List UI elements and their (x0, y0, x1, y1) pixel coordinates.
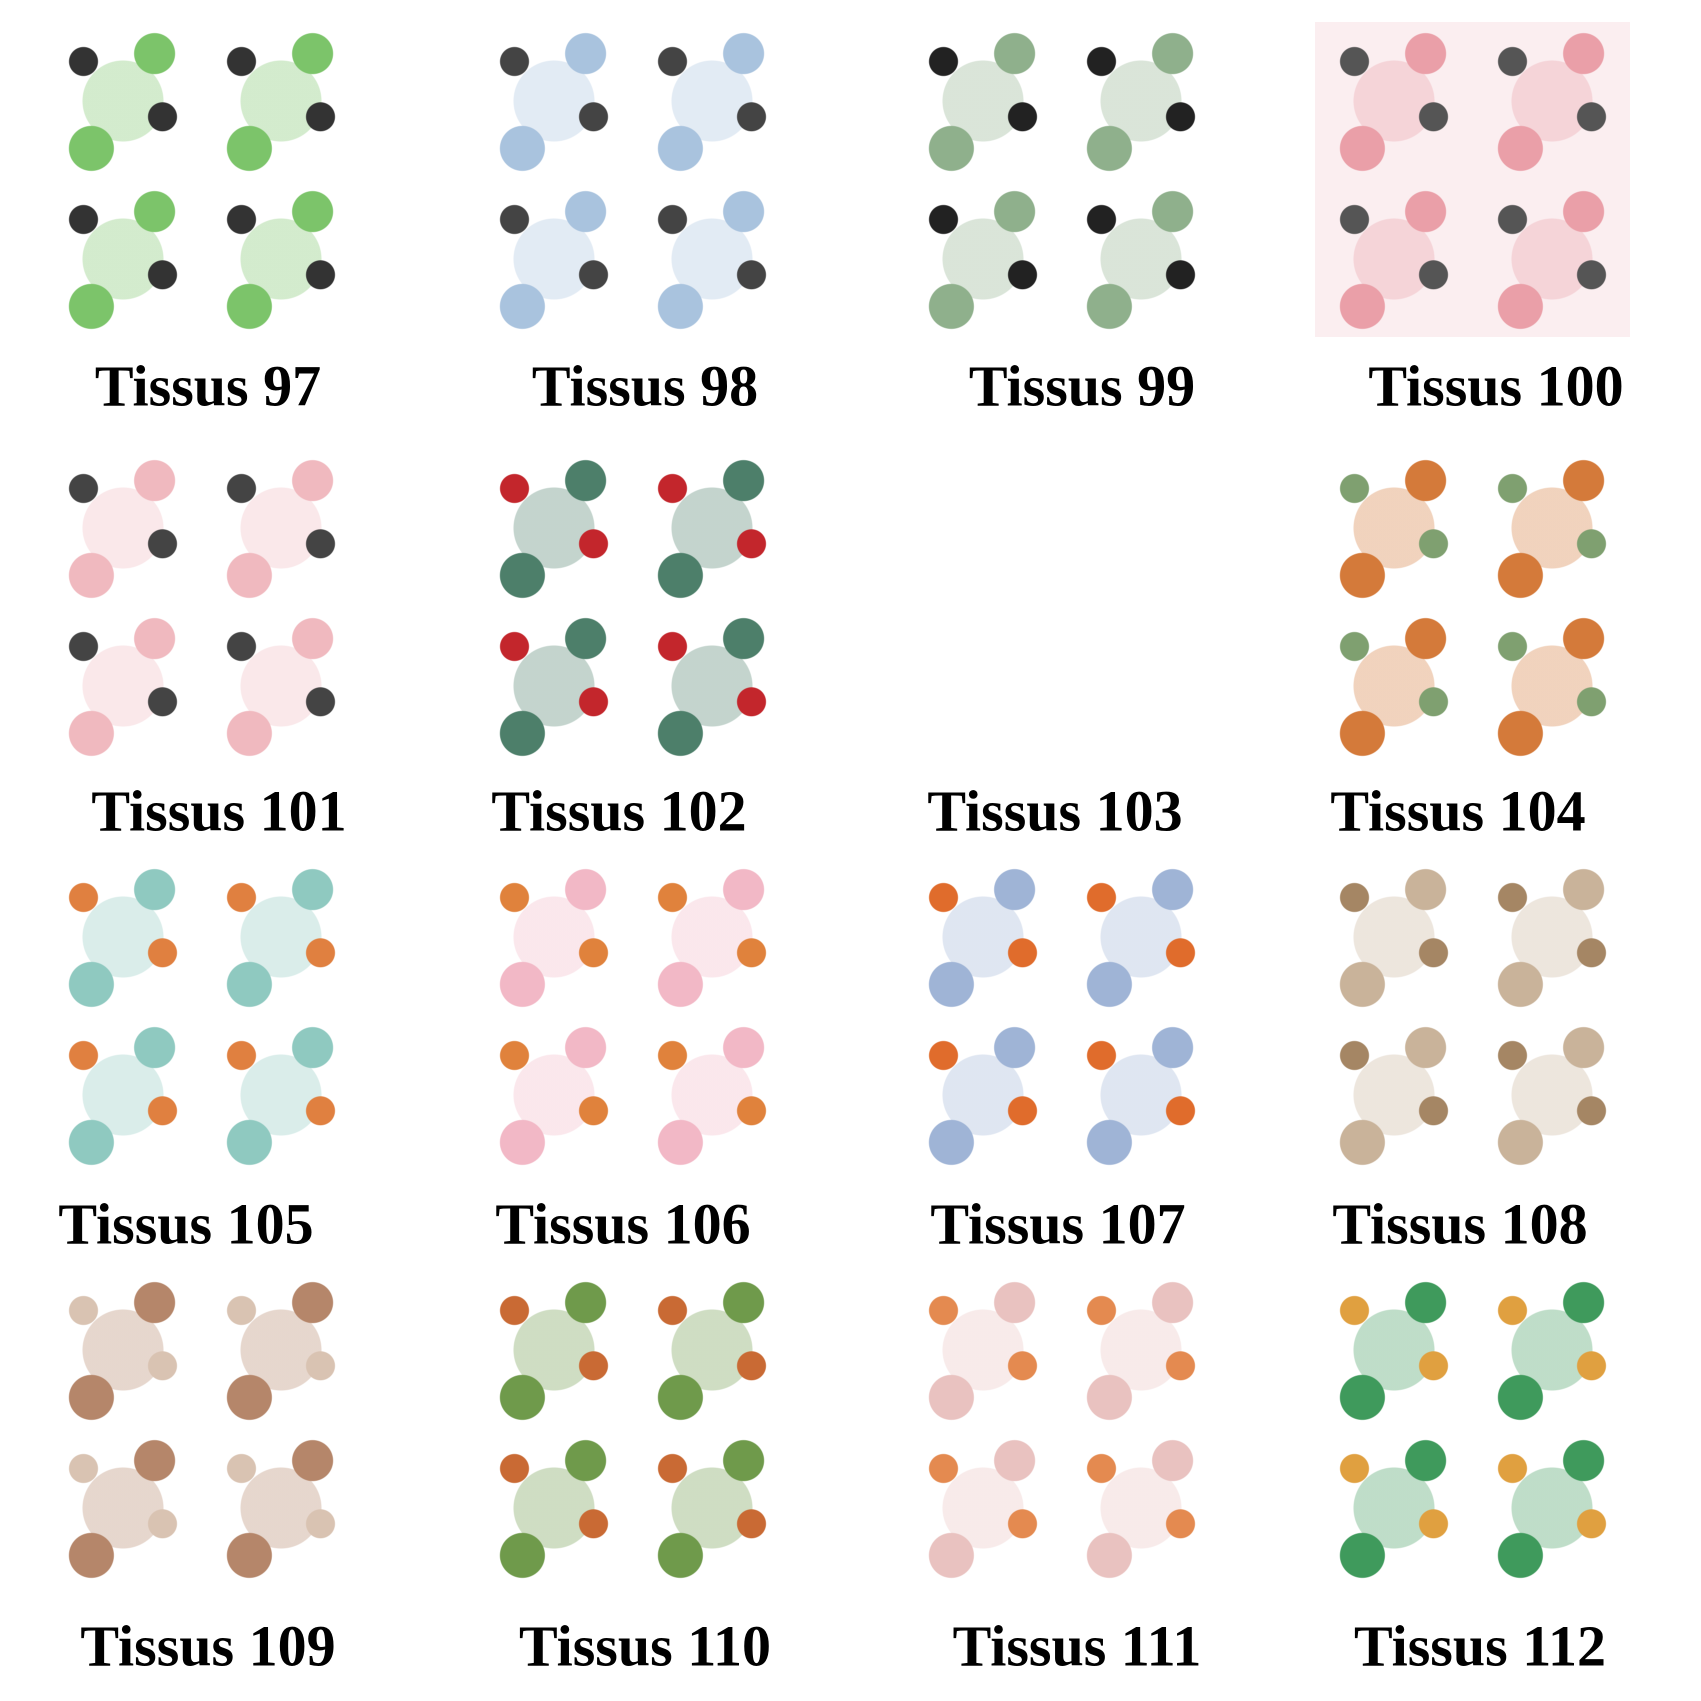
fabric-label: Tissus 105 (58, 1191, 314, 1257)
fabric-label: Tissus 109 (80, 1613, 336, 1679)
fabric-label: Tissus 99 (968, 353, 1196, 419)
fabric-label: Tissus 111 (952, 1613, 1202, 1679)
fabric-swatch (1315, 449, 1630, 764)
fabric-swatch (1315, 1271, 1630, 1586)
fabric-swatch (44, 22, 359, 337)
fabric-swatch (904, 858, 1219, 1173)
fabric-label: Tissus 104 (1330, 778, 1586, 844)
fabric-swatch (44, 858, 359, 1173)
fabric-label: Tissus 110 (518, 1613, 772, 1679)
fabric-swatch (475, 449, 790, 764)
fabric-label: Tissus 112 (1353, 1613, 1607, 1679)
fabric-label: Tissus 107 (930, 1191, 1186, 1257)
fabric-swatch (475, 858, 790, 1173)
fabric-swatch (44, 449, 359, 764)
fabric-swatch (475, 22, 790, 337)
fabric-swatch (904, 449, 1219, 764)
fabric-label: Tissus 97 (94, 353, 322, 419)
fabric-swatch (1315, 22, 1630, 337)
fabric-label: Tissus 108 (1332, 1191, 1588, 1257)
fabric-label: Tissus 102 (491, 778, 747, 844)
fabric-swatch (904, 1271, 1219, 1586)
fabric-label: Tissus 100 (1368, 353, 1624, 419)
fabric-swatch (904, 22, 1219, 337)
fabric-swatch (475, 1271, 790, 1586)
fabric-label: Tissus 106 (495, 1191, 751, 1257)
fabric-label: Tissus 103 (927, 778, 1183, 844)
fabric-label: Tissus 98 (531, 353, 759, 419)
fabric-swatch (1315, 858, 1630, 1173)
fabric-swatch (44, 1271, 359, 1586)
fabric-label: Tissus 101 (91, 778, 347, 844)
